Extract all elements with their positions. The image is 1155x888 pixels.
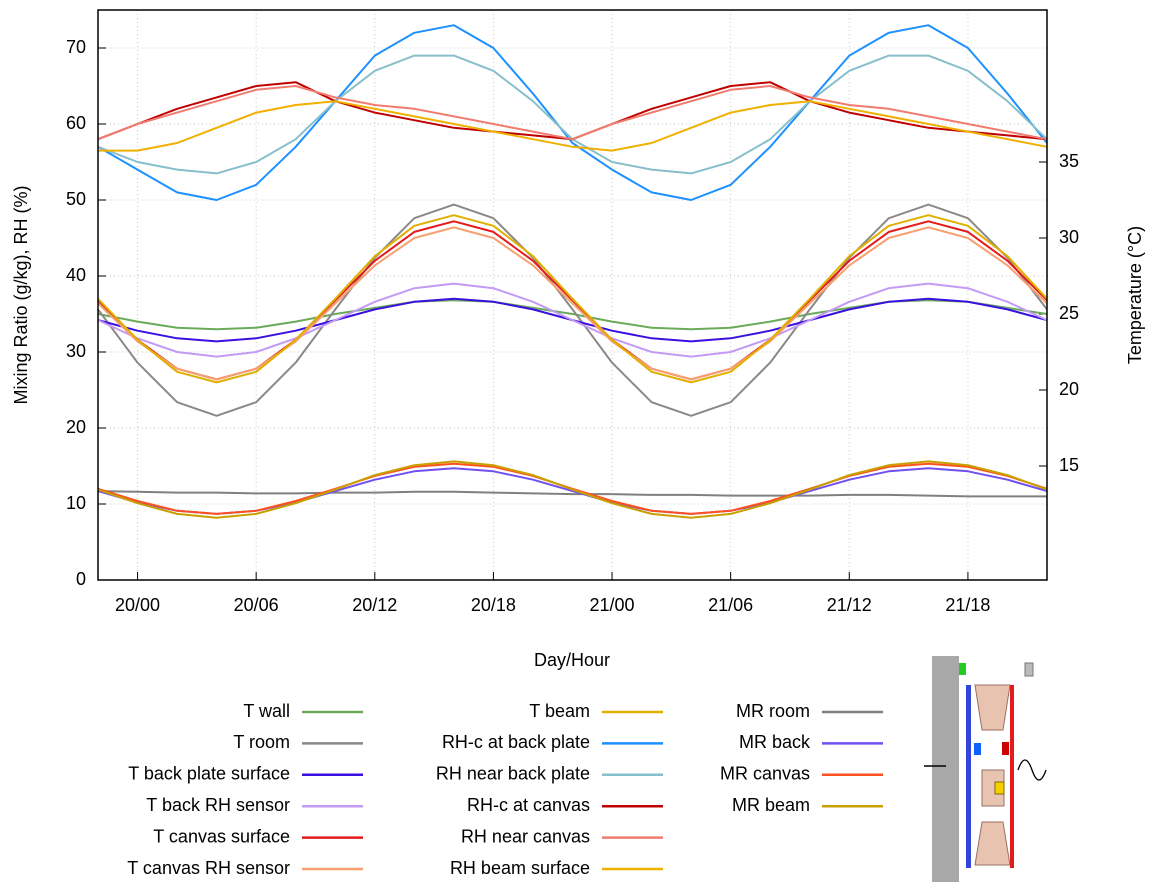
series-line — [97, 81, 1048, 141]
y2-tick-label: 25 — [1059, 303, 1079, 323]
series-line — [97, 490, 1047, 498]
y-tick-label: 60 — [66, 113, 86, 133]
legend-label: RH-c at canvas — [467, 795, 590, 815]
series-line — [97, 282, 1048, 358]
back-sensor — [974, 743, 981, 755]
legend-label: T wall — [243, 701, 290, 721]
legend-label: RH-c at back plate — [442, 732, 590, 752]
beam-sensor — [994, 781, 1005, 795]
x-tick-label: 21/00 — [590, 595, 635, 615]
series-line — [97, 460, 1048, 519]
series-line — [97, 226, 1048, 381]
y-tick-label: 40 — [66, 265, 86, 285]
y2-tick-label: 35 — [1059, 151, 1079, 171]
legend-label: MR canvas — [720, 764, 810, 784]
y2-axis-label: Temperature (°C) — [1125, 226, 1145, 364]
series-line — [97, 467, 1048, 515]
y-tick-label: 30 — [66, 341, 86, 361]
y-tick-label: 50 — [66, 189, 86, 209]
canvas — [1010, 685, 1014, 868]
x-axis-label: Day/Hour — [534, 650, 610, 670]
room-sensor — [1024, 662, 1034, 677]
legend-label: T room — [233, 732, 290, 752]
series-line — [97, 54, 1048, 175]
series-line — [97, 203, 1048, 417]
x-tick-label: 21/18 — [945, 595, 990, 615]
series-line — [97, 24, 1048, 201]
y2-tick-label: 15 — [1059, 455, 1079, 475]
legend-label: MR room — [736, 701, 810, 721]
x-tick-label: 20/18 — [471, 595, 516, 615]
y-tick-label: 70 — [66, 37, 86, 57]
legend-label: T beam — [529, 701, 590, 721]
wall — [932, 656, 959, 882]
canvas-sensor — [1002, 742, 1009, 755]
x-tick-label: 21/06 — [708, 595, 753, 615]
legend-label: T back RH sensor — [146, 795, 290, 815]
x-tick-label: 20/12 — [352, 595, 397, 615]
legend-label: RH beam surface — [450, 858, 590, 878]
series-line — [98, 100, 1048, 152]
x-tick-label: 20/06 — [234, 595, 279, 615]
x-tick-label: 21/12 — [827, 595, 872, 615]
wall-diagram — [924, 656, 1047, 882]
y2-tick-label: 30 — [1059, 227, 1079, 247]
y-tick-label: 0 — [76, 569, 86, 589]
beam-top — [974, 684, 1011, 731]
legend-label: MR back — [739, 732, 811, 752]
plot-frame — [97, 9, 1048, 581]
legend-label: MR beam — [732, 795, 810, 815]
legend-label: T back plate surface — [128, 764, 290, 784]
legend-label: T canvas RH sensor — [127, 858, 290, 878]
legend-label: RH near canvas — [461, 826, 590, 846]
legend-label: T canvas surface — [153, 826, 290, 846]
wall-sensor — [959, 663, 966, 675]
series-line — [97, 214, 1048, 384]
x-tick-label: 20/00 — [115, 595, 160, 615]
back-plate — [966, 685, 971, 868]
y2-tick-label: 20 — [1059, 379, 1079, 399]
air-symbol — [1017, 759, 1047, 781]
y-axis-label: Mixing Ratio (g/kg), RH (%) — [11, 185, 31, 404]
series-line — [97, 85, 1048, 141]
beam-bottom — [974, 821, 1011, 866]
legend-label: RH near back plate — [436, 764, 590, 784]
y-tick-label: 10 — [66, 493, 86, 513]
y-tick-label: 20 — [66, 417, 86, 437]
